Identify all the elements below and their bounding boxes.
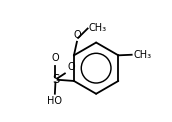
Text: HO: HO (47, 96, 62, 106)
Text: O: O (74, 30, 81, 40)
Text: O: O (52, 53, 59, 63)
Text: S: S (52, 73, 59, 86)
Text: CH₃: CH₃ (134, 50, 152, 60)
Text: O: O (67, 62, 75, 72)
Text: CH₃: CH₃ (89, 23, 107, 33)
